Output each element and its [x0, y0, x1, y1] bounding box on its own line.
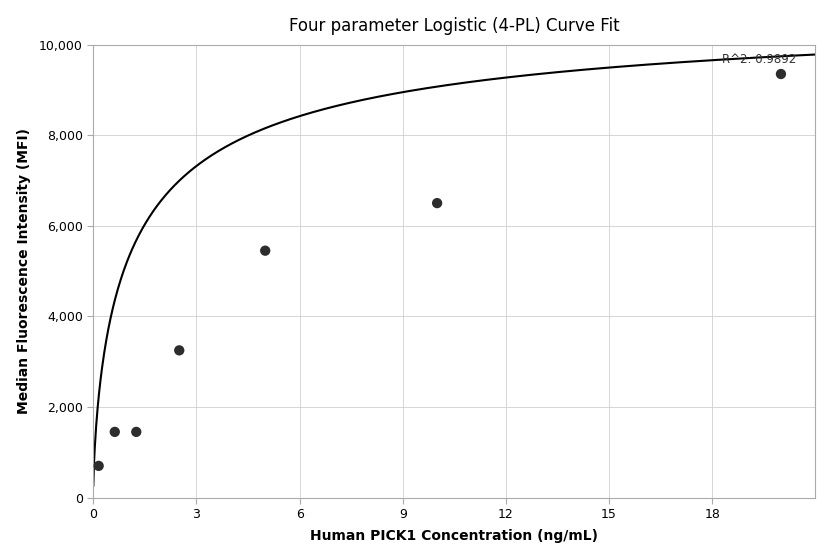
Point	[430, 199, 443, 208]
Point	[108, 427, 121, 436]
Point	[775, 69, 788, 78]
Point	[172, 346, 186, 355]
Point	[92, 461, 106, 470]
Text: R^2: 0.9892: R^2: 0.9892	[722, 53, 797, 66]
Title: Four parameter Logistic (4-PL) Curve Fit: Four parameter Logistic (4-PL) Curve Fit	[289, 17, 620, 35]
Point	[259, 246, 272, 255]
X-axis label: Human PICK1 Concentration (ng/mL): Human PICK1 Concentration (ng/mL)	[310, 529, 598, 543]
Y-axis label: Median Fluorescence Intensity (MFI): Median Fluorescence Intensity (MFI)	[17, 128, 31, 414]
Point	[130, 427, 143, 436]
